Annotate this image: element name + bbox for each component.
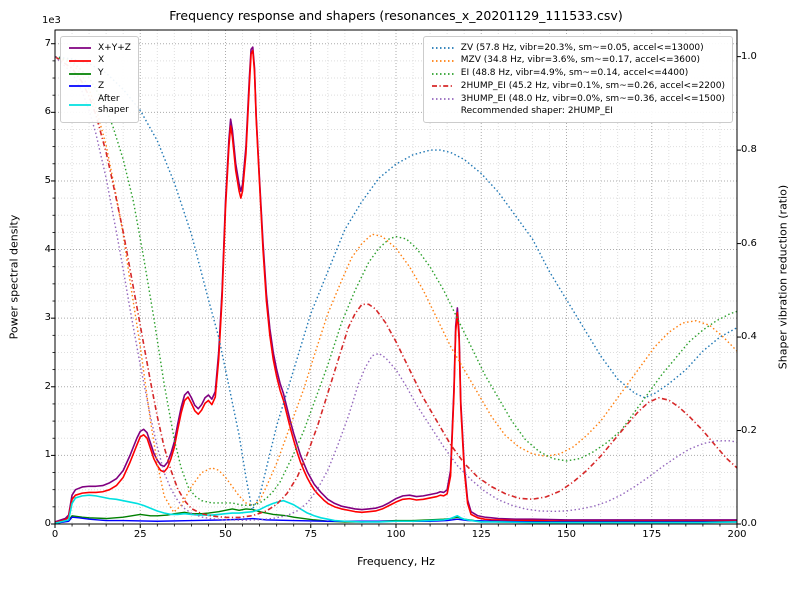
legend-line-sample [431, 60, 454, 62]
legend-line-sample [69, 47, 91, 49]
psd-legend-item-2: Y [68, 68, 131, 79]
x-tick-label: 175 [642, 529, 662, 540]
legend-line-sample [69, 60, 91, 62]
y-axis-right-label: Shaper vibration reduction (ratio) [776, 184, 790, 370]
legend-line-sample [431, 72, 454, 75]
shaper-legend-label-1: MZV (34.8 Hz, vibr=3.6%, sm~=0.17, accel… [460, 55, 700, 66]
y-left-tick-label: 5 [44, 174, 51, 186]
x-tick-label: 150 [556, 529, 577, 540]
recommended-shaper-note: Recommended shaper: 2HUMP_EI [460, 106, 613, 117]
legend-line-sample [431, 98, 454, 100]
x-axis-label: Frequency, Hz [357, 555, 435, 568]
shaper-legend: ZV (57.8 Hz, vibr=20.3%, sm~=0.05, accel… [422, 36, 733, 123]
psd-legend-item-1: X [68, 55, 131, 66]
psd-legend-item-3: Z [68, 81, 131, 92]
y-left-tick-label: 3 [44, 312, 51, 324]
y-right-tick-label: 0.8 [741, 144, 757, 156]
psd-legend-label-3: Z [98, 80, 105, 91]
shaper-legend-label-4: 3HUMP_EI (48.0 Hz, vibr=0.0%, sm~=0.36, … [460, 93, 725, 104]
psd-legend-item-0: X+Y+Z [68, 43, 131, 54]
shaper-legend-label-3: 2HUMP_EI (45.2 Hz, vibr=0.1%, sm~=0.26, … [460, 80, 725, 91]
y-left-tick-label: 0 [44, 518, 51, 529]
y-right-tick-label: 0.6 [741, 237, 757, 249]
y-left-tick-label: 7 [44, 37, 51, 49]
legend-line-sample [69, 103, 91, 106]
x-tick-label: 50 [219, 529, 232, 540]
legend-line-sample [69, 72, 91, 75]
psd-legend-label-2: Y [98, 68, 104, 78]
chart-title: Frequency response and shapers (resonanc… [169, 8, 623, 23]
x-tick-label: 100 [386, 529, 406, 540]
shaper-legend-item-4: 3HUMP_EI (48.0 Hz, vibr=0.0%, sm~=0.36, … [431, 94, 725, 105]
x-tick-label: 200 [727, 529, 747, 540]
y-right-tick-label: 0.2 [741, 424, 757, 436]
x-tick-label: 0 [51, 529, 59, 540]
shaper-legend-item-0: ZV (57.8 Hz, vibr=20.3%, sm~=0.05, accel… [431, 43, 725, 54]
y-right-tick-label: 0.4 [741, 331, 757, 343]
y-axis-offset-text: 1e3 [42, 15, 61, 26]
psd-legend-label-1: X [98, 55, 105, 66]
shaper-legend-item-2: EI (48.8 Hz, vibr=4.9%, sm~=0.14, accel<… [431, 68, 725, 79]
legend-line-sample [431, 85, 454, 88]
x-tick-label: 125 [471, 529, 491, 540]
shaper-legend-label-2: EI (48.8 Hz, vibr=4.9%, sm~=0.14, accel<… [460, 68, 689, 78]
psd-legend-item-4: After shaper [68, 94, 131, 117]
legend-line-sample [431, 47, 454, 49]
shaper-legend-item-3: 2HUMP_EI (45.2 Hz, vibr=0.1%, sm~=0.26, … [431, 81, 725, 92]
psd-legend-label-0: X+Y+Z [98, 42, 131, 53]
y-left-tick-label: 4 [44, 243, 51, 255]
x-tick-label: 75 [304, 529, 318, 540]
y-right-tick-label: 0.0 [741, 518, 757, 529]
y-right-tick-label: 1.0 [741, 50, 757, 62]
shaper-legend-item-1: MZV (34.8 Hz, vibr=3.6%, sm~=0.17, accel… [431, 55, 725, 66]
psd-legend: X+Y+Z X Y Z After shaper [60, 36, 139, 123]
legend-line-sample [69, 85, 91, 88]
x-tick-label: 25 [133, 529, 147, 540]
y-left-tick-label: 2 [44, 380, 51, 392]
psd-legend-label-4: After shaper [98, 93, 129, 115]
y-left-tick-label: 1 [44, 449, 51, 461]
y-left-tick-label: 6 [44, 106, 51, 118]
shaper-legend-label-0: ZV (57.8 Hz, vibr=20.3%, sm~=0.05, accel… [460, 42, 704, 53]
